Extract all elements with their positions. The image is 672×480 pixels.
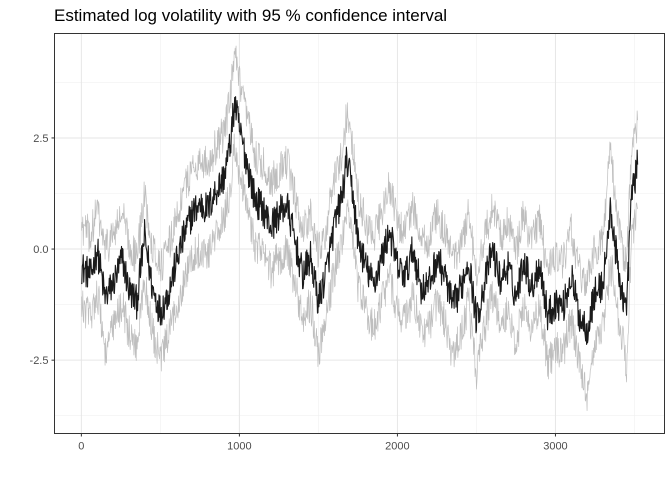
lower-bound-line	[81, 133, 638, 411]
series-layer	[80, 45, 639, 411]
estimate-line	[80, 96, 639, 345]
y-tick-label: 0.0	[33, 244, 48, 256]
chart-title: Estimated log volatility with 95 % confi…	[54, 6, 448, 25]
x-tick-label: 0	[78, 441, 84, 453]
y-tick-label: -2.5	[30, 355, 49, 367]
upper-bound-line	[81, 45, 638, 297]
panel-border	[54, 33, 665, 434]
major-gridlines	[54, 33, 665, 434]
y-tick-label: 2.5	[33, 133, 48, 145]
axis-layer: 0 1000 2000 3000 -2.5 0.0 2.5	[30, 133, 568, 453]
x-tick-label: 3000	[543, 441, 567, 453]
minor-gridlines	[54, 33, 665, 434]
x-tick-label: 2000	[385, 441, 409, 453]
plot-panel	[54, 33, 665, 434]
x-tick-label: 1000	[227, 441, 251, 453]
